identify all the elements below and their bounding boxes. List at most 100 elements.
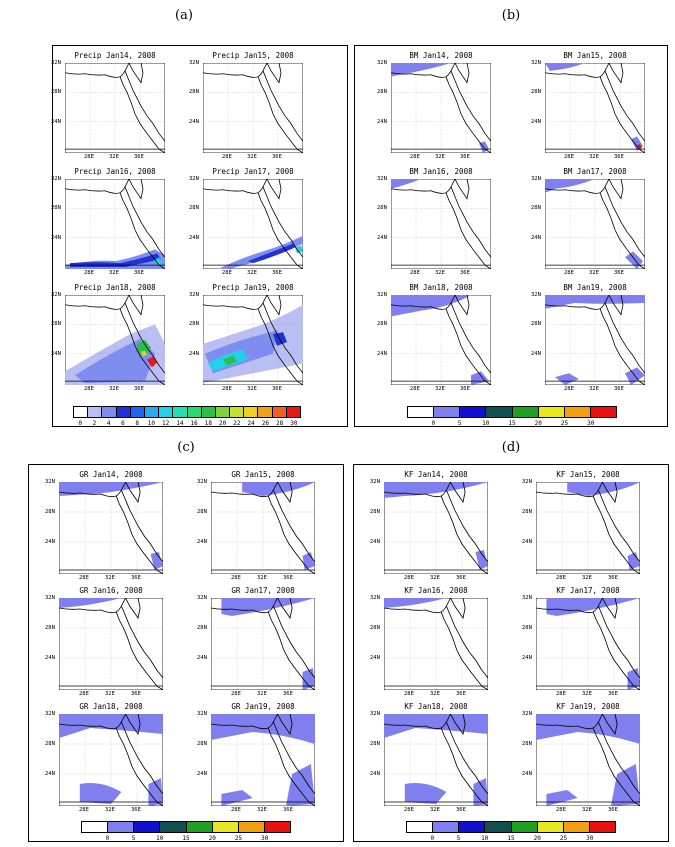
map-canvas (384, 598, 488, 690)
lat-label: 24N (377, 234, 387, 241)
lat-label: 32N (522, 595, 532, 601)
map-title: Precip Jan19, 2008 (212, 283, 294, 292)
coastline (257, 76, 303, 153)
lat-label: 32N (522, 479, 532, 485)
colorbar-tick: 4 (106, 420, 111, 427)
coastline (125, 482, 141, 504)
map-canvas (65, 179, 165, 269)
panel-label-c: (c) (177, 440, 195, 455)
lat-label: 32N (522, 711, 532, 717)
coastline (128, 179, 144, 200)
coastline (119, 76, 165, 153)
precip-area (391, 295, 471, 317)
lon-label: 32E (589, 270, 599, 276)
coastline (598, 605, 640, 679)
precip-area (242, 482, 315, 496)
map-canvas (203, 63, 303, 153)
lat-label: 28N (377, 205, 387, 212)
colorbar-tick: 20 (219, 420, 227, 427)
lon-label: 36E (460, 270, 470, 276)
coastline (446, 721, 488, 795)
coastline (262, 186, 303, 258)
map-title: KF Jan17, 2008 (556, 586, 620, 595)
lon-label: 36E (131, 691, 141, 697)
map-title: GR Jan14, 2008 (79, 470, 143, 479)
colorbar-cell (102, 407, 117, 417)
lon-label: 36E (272, 270, 282, 276)
colorbar-cell (486, 407, 513, 417)
coastline (128, 63, 144, 84)
lat-label: 28N (189, 205, 199, 212)
lon-label: 32E (105, 807, 115, 813)
lat-label: 24N (370, 655, 380, 661)
precip-area (70, 253, 161, 268)
coastline (391, 63, 456, 78)
map-canvas (203, 179, 303, 269)
lon-label: 36E (272, 154, 282, 160)
map-title: KF Jan19, 2008 (556, 702, 620, 711)
coastline (450, 70, 491, 142)
lon-label: 32E (105, 575, 115, 581)
coastline (454, 295, 470, 316)
lat-label: 28N (51, 89, 61, 96)
lon-label: 28E (222, 386, 232, 392)
lon-label: 36E (131, 575, 141, 581)
coastline (440, 727, 488, 806)
lon-label: 36E (608, 691, 618, 697)
lat-label: 24N (197, 655, 207, 661)
coastline (446, 605, 488, 679)
coastline (450, 714, 466, 736)
colorbar-cell (173, 407, 188, 417)
lat-label: 32N (45, 711, 55, 717)
map-b-4: BM Jan17, 2008 32N 28N 24N 28E 32E 36E (531, 167, 645, 276)
lat-label: 28N (531, 89, 541, 96)
map-canvas (536, 482, 640, 574)
lat-label: 24N (370, 539, 380, 545)
colorbar-tick: 0 (431, 420, 436, 427)
lat-label: 28N (522, 625, 532, 631)
coastline (545, 63, 610, 78)
lat-label: 24N (51, 118, 61, 125)
colorbar-tick: 25 (559, 835, 568, 842)
lon-label: 28E (410, 386, 420, 392)
colorbar-tick: 25 (560, 420, 569, 427)
colorbar-cell (408, 407, 435, 417)
colorbar-tick: 30 (586, 835, 594, 842)
lon-label: 28E (79, 691, 89, 697)
precip-area (223, 355, 237, 366)
coastline (273, 489, 315, 563)
coastline (391, 295, 456, 310)
lat-label: 28N (189, 321, 199, 328)
coastline (450, 598, 466, 620)
lon-label: 28E (556, 807, 566, 813)
lat-label: 28N (531, 205, 541, 212)
map-canvas (391, 179, 491, 269)
map-title: BM Jan14, 2008 (409, 51, 473, 60)
precip-area (248, 243, 295, 264)
lon-label: 32E (435, 154, 445, 160)
lat-label: 24N (377, 118, 387, 125)
colorbar-tick: 30 (261, 835, 269, 842)
lat-label: 24N (189, 118, 199, 125)
coastline (203, 179, 268, 194)
lon-label: 32E (430, 575, 440, 581)
map-title: Precip Jan16, 2008 (74, 167, 156, 176)
coastline (536, 598, 603, 614)
coastline (121, 605, 163, 679)
lat-label: 28N (189, 89, 199, 96)
lat-label: 28N (370, 741, 380, 747)
map-d-1: KF Jan14, 2008 32N 28N 24N 28E 32E 36E (370, 470, 488, 581)
coastline (454, 179, 470, 200)
coastline (277, 482, 293, 504)
coastline (266, 295, 282, 316)
lat-label: 32N (189, 60, 199, 66)
lat-label: 24N (45, 655, 55, 661)
lon-label: 32E (582, 807, 592, 813)
colorbar-cell (159, 407, 174, 417)
precip-area (391, 63, 451, 77)
map-title: KF Jan16, 2008 (404, 586, 468, 595)
coastline (273, 605, 315, 679)
panel-a-precip: Precip Jan14, 2008 32N 28N 24N 28E 32E 36E Prec… (51, 45, 348, 427)
precip-area (471, 371, 489, 385)
colorbar-tick: 5 (131, 835, 136, 842)
